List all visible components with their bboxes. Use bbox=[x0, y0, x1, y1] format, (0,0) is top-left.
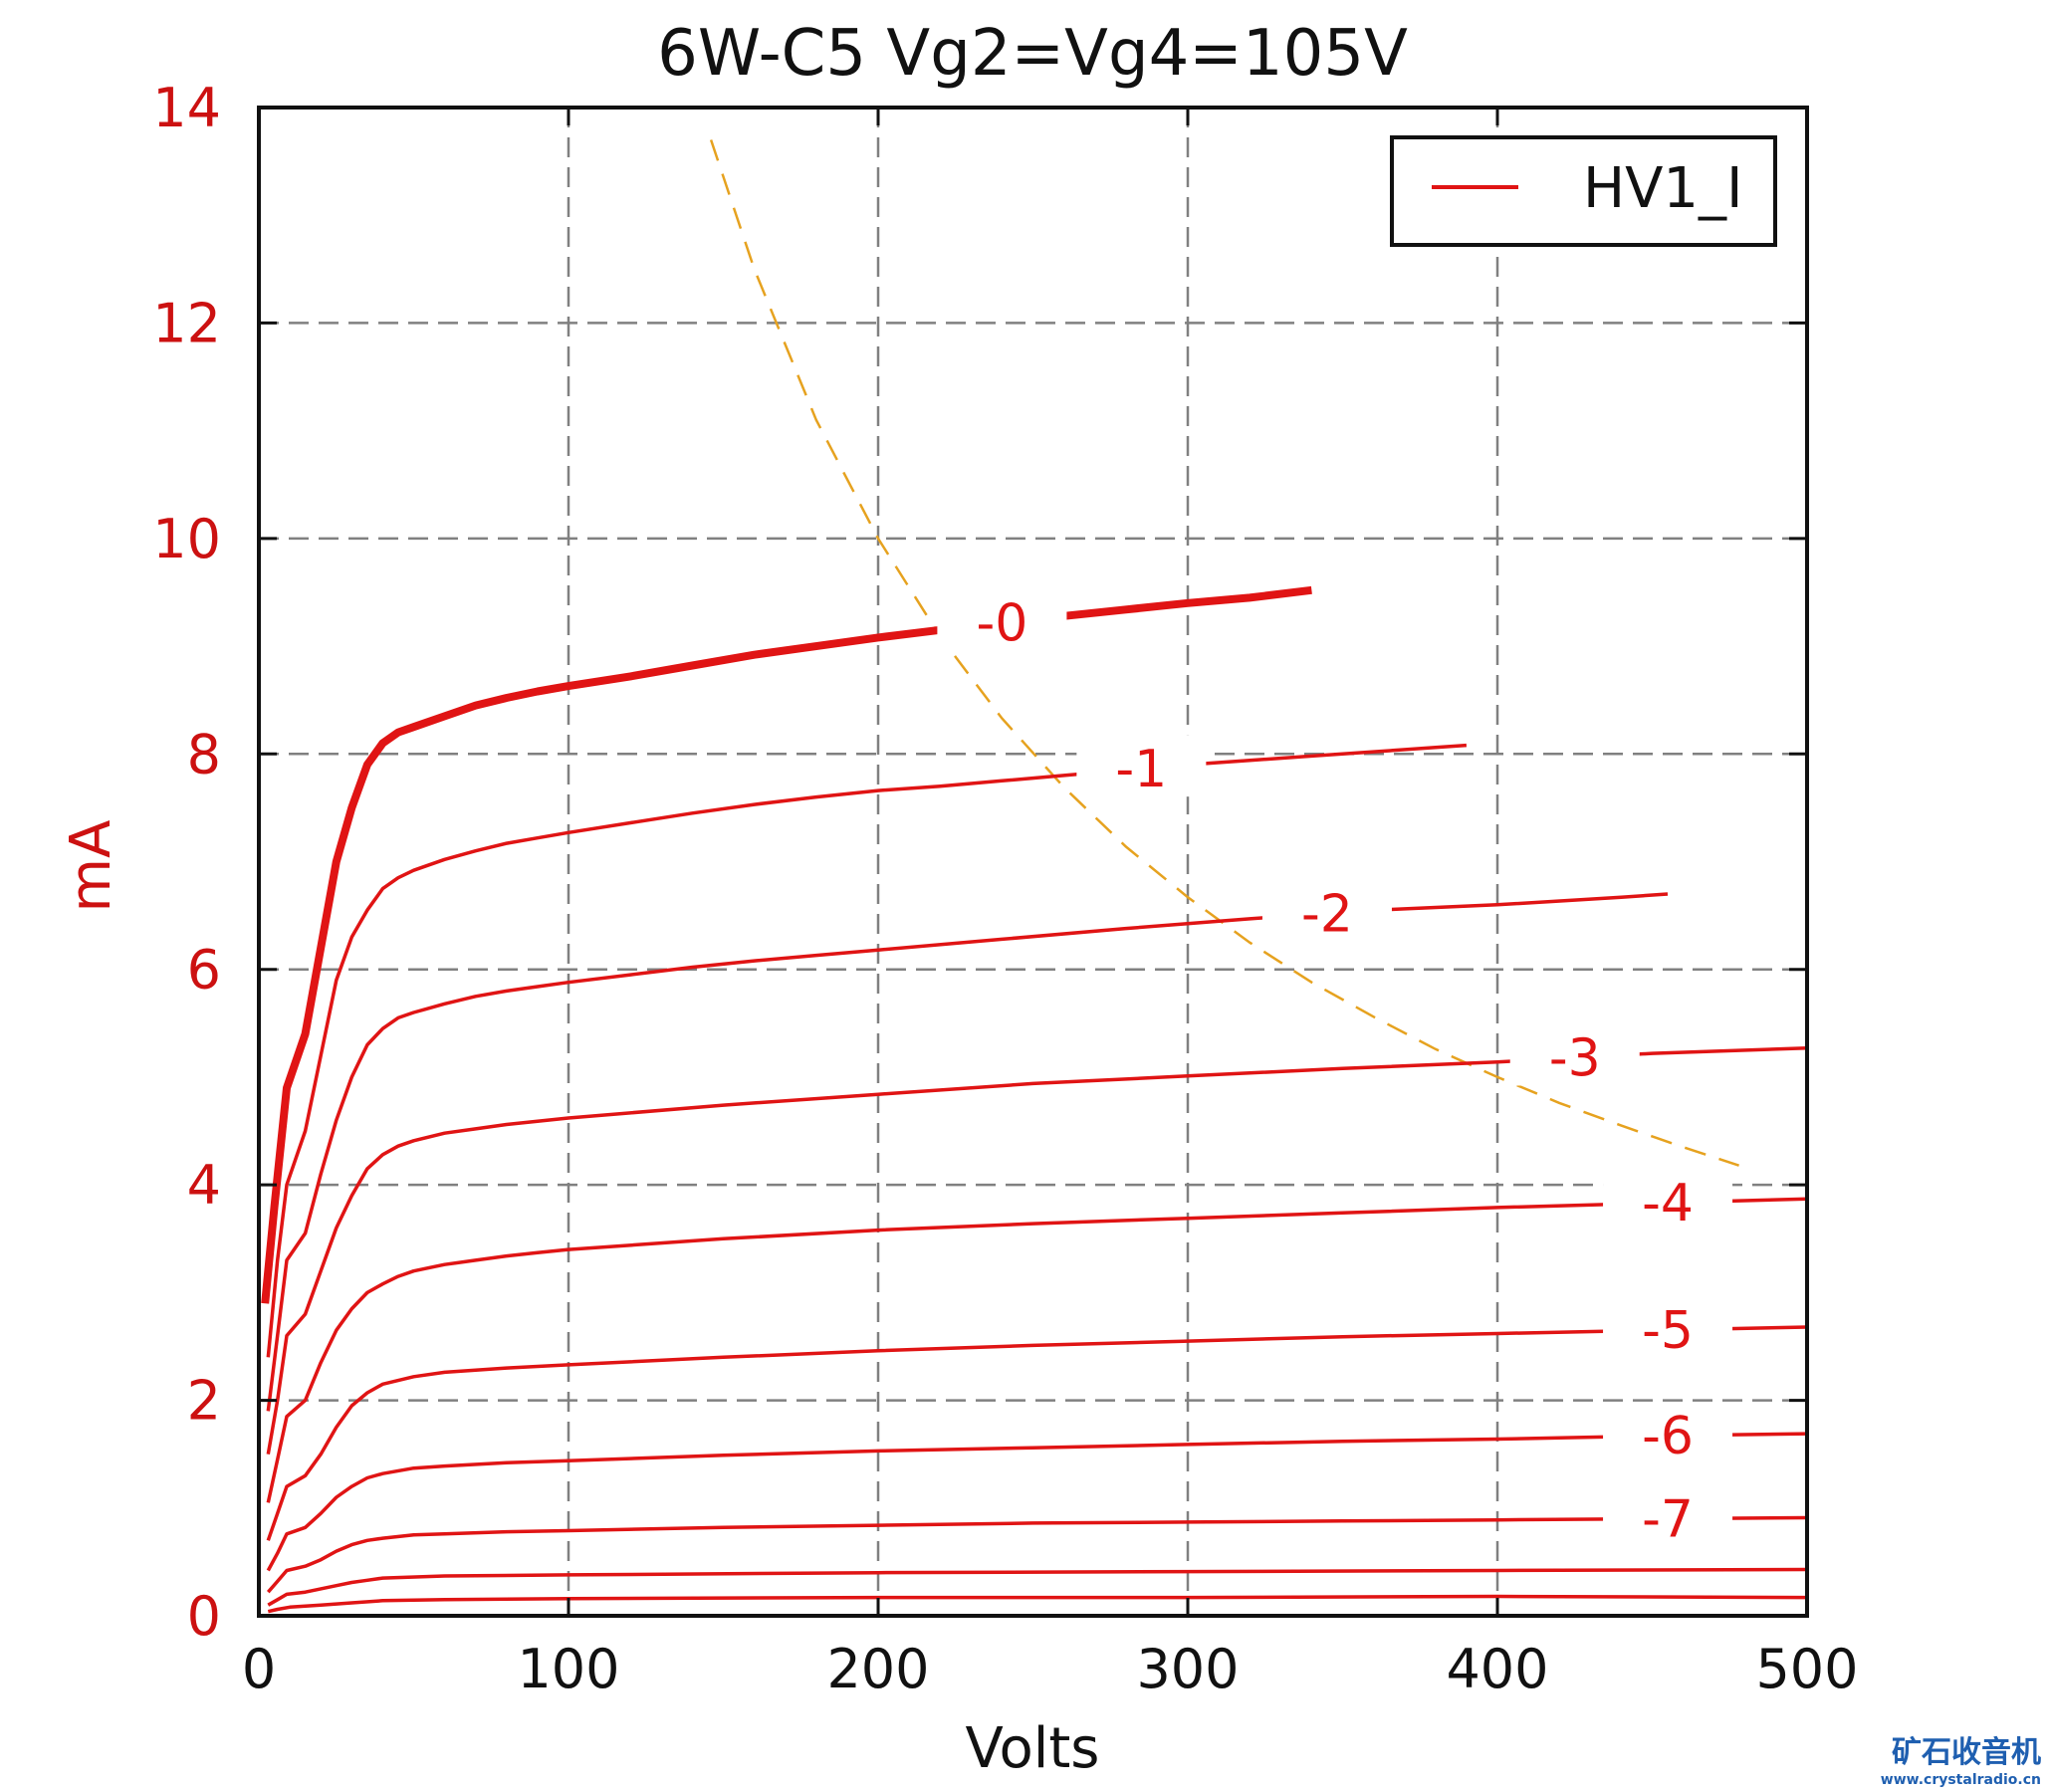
curve--4 bbox=[266, 1197, 1808, 1503]
plot-frame bbox=[257, 106, 1809, 1618]
curve-label--3: -3 bbox=[1549, 1028, 1601, 1088]
grid-lines bbox=[259, 108, 1807, 1616]
y-tick-label: 6 bbox=[187, 939, 221, 1002]
x-tick-label: 300 bbox=[1136, 1638, 1239, 1700]
curve-label--6: -6 bbox=[1642, 1407, 1694, 1466]
curve-label-bg bbox=[1603, 1484, 1733, 1547]
y-tick-label: 14 bbox=[152, 77, 221, 139]
y-tick-label: 12 bbox=[152, 292, 221, 354]
x-tick-label: 500 bbox=[1755, 1638, 1858, 1700]
curve--2 bbox=[266, 892, 1669, 1412]
watermark: 矿石收音机 www.crystalradio.cn bbox=[1881, 1735, 2041, 1788]
curve-label--2: -2 bbox=[1301, 884, 1353, 944]
curve--9 bbox=[267, 1594, 1808, 1614]
curve-label-bg bbox=[1603, 1295, 1733, 1358]
x-tick-label: 200 bbox=[826, 1638, 929, 1700]
chart-title: 6W-C5 Vg2=Vg4=105V bbox=[657, 17, 1408, 91]
y-axis-label: mA bbox=[59, 820, 123, 913]
x-tick-label: 400 bbox=[1446, 1638, 1548, 1700]
curve-label-bg bbox=[937, 588, 1067, 651]
y-tick-label: 0 bbox=[187, 1585, 221, 1648]
legend-label: HV1_I bbox=[1583, 156, 1743, 221]
curve--0 bbox=[261, 585, 1312, 1304]
curve--5 bbox=[266, 1325, 1808, 1541]
axis-ticks: 0 100 200 300 400 500 0 2 4 6 8 10 12 14 bbox=[152, 77, 1858, 1700]
curve-label--1: -1 bbox=[1115, 740, 1167, 799]
curve-label--4: -4 bbox=[1642, 1174, 1694, 1233]
curve--8 bbox=[267, 1567, 1808, 1607]
curve-label-bg bbox=[1261, 879, 1392, 942]
y-tick-label: 2 bbox=[187, 1370, 221, 1433]
y-tick-label: 4 bbox=[187, 1154, 221, 1217]
watermark-chinese: 矿石收音机 bbox=[1892, 1735, 2041, 1770]
curve-label--5: -5 bbox=[1642, 1301, 1694, 1361]
dissipation-curve bbox=[709, 139, 1739, 1167]
curve-label-bg bbox=[1509, 1023, 1640, 1086]
curve-series bbox=[261, 585, 1808, 1614]
y-tick-label: 10 bbox=[152, 508, 221, 570]
curve-labels: -0 -1 -2 -3 -4 -5 -6 -7 bbox=[937, 588, 1733, 1549]
curve--7 bbox=[266, 1515, 1808, 1594]
watermark-url: www.crystalradio.cn bbox=[1881, 1772, 2041, 1788]
x-tick-label: 100 bbox=[517, 1638, 619, 1700]
curve-label-bg bbox=[1603, 1169, 1733, 1232]
curve-label-bg bbox=[1076, 735, 1207, 797]
curve--6 bbox=[266, 1432, 1808, 1572]
curve-label--7: -7 bbox=[1642, 1489, 1694, 1549]
legend-box bbox=[1390, 135, 1777, 247]
curve-label--0: -0 bbox=[976, 593, 1027, 653]
x-axis-label: Volts bbox=[966, 1716, 1100, 1781]
load-line bbox=[709, 139, 1739, 1167]
curve-label-bg bbox=[1603, 1402, 1733, 1464]
y-tick-label: 8 bbox=[187, 723, 221, 785]
legend: HV1_I bbox=[1390, 135, 1777, 247]
curve--3 bbox=[266, 1045, 1808, 1455]
x-tick-label: 0 bbox=[242, 1638, 276, 1700]
